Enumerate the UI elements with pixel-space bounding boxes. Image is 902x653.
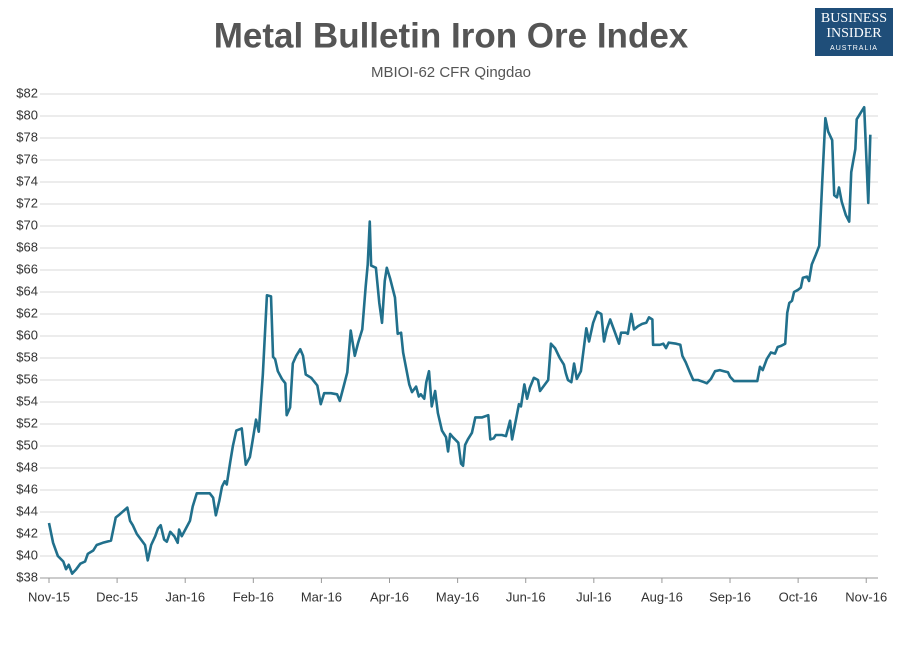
y-tick-label: $42 (16, 525, 38, 540)
y-tick-label: $82 (16, 85, 38, 100)
y-tick-label: $38 (16, 569, 38, 584)
x-tick-label: Jul-16 (576, 589, 611, 604)
y-tick-label: $58 (16, 349, 38, 364)
x-tick-label: Nov-16 (845, 589, 887, 604)
x-tick-label: Mar-16 (301, 589, 342, 604)
y-tick-label: $44 (16, 503, 38, 518)
y-tick-label: $70 (16, 217, 38, 232)
logo-box (815, 8, 893, 56)
logo-text: INSIDER (826, 26, 882, 41)
x-tick-label: Jun-16 (506, 589, 546, 604)
logo: BUSINESS INSIDER AUSTRALIA (815, 8, 893, 56)
y-tick-label: $64 (16, 283, 38, 298)
y-tick-label: $68 (16, 239, 38, 254)
x-tick-label: Nov-15 (28, 589, 70, 604)
y-tick-label: $46 (16, 481, 38, 496)
x-tick-label: Sep-16 (709, 589, 751, 604)
x-tick-label: May-16 (436, 589, 479, 604)
y-tick-label: $62 (16, 305, 38, 320)
y-tick-label: $54 (16, 393, 38, 408)
y-tick-label: $52 (16, 415, 38, 430)
y-tick-label: $72 (16, 195, 38, 210)
y-tick-label: $66 (16, 261, 38, 276)
x-tick-label: Aug-16 (641, 589, 683, 604)
logo-text: BUSINESS (821, 11, 887, 26)
y-tick-label: $78 (16, 129, 38, 144)
x-tick-label: Jan-16 (165, 589, 205, 604)
chart-subtitle: MBIOI-62 CFR Qingdao (371, 64, 531, 81)
y-tick-label: $40 (16, 547, 38, 562)
chart-title: Metal Bulletin Iron Ore Index (214, 16, 689, 55)
y-tick-label: $56 (16, 371, 38, 386)
y-tick-label: $50 (16, 437, 38, 452)
data-line (47, 105, 872, 575)
y-tick-label: $76 (16, 151, 38, 166)
y-tick-label: $74 (16, 173, 38, 188)
x-tick-label: Dec-15 (96, 589, 138, 604)
logo-text: AUSTRALIA (830, 45, 878, 52)
x-tick-label: Oct-16 (779, 589, 818, 604)
y-tick-label: $48 (16, 459, 38, 474)
y-tick-label: $60 (16, 327, 38, 342)
y-tick-label: $80 (16, 107, 38, 122)
x-tick-label: Feb-16 (233, 589, 274, 604)
x-tick-label: Apr-16 (370, 589, 409, 604)
